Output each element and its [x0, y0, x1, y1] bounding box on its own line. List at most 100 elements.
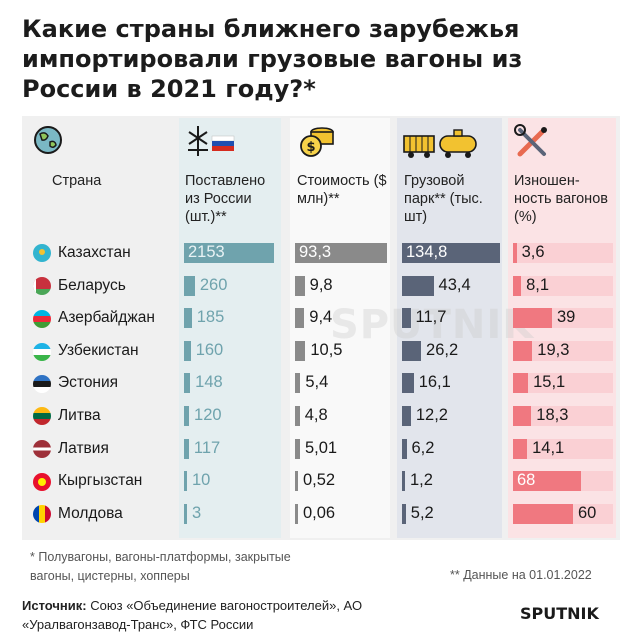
- supplied-bar: [184, 406, 190, 426]
- supplied-bar: [184, 275, 195, 296]
- cost-value: 0,52: [303, 471, 336, 490]
- cost-value: 9,8: [309, 275, 333, 294]
- cost-bar: [295, 373, 301, 394]
- page-title: Какие страны ближнего зарубежья импортир…: [22, 15, 523, 103]
- cost-bar: [295, 340, 306, 361]
- supplied-value: 185: [196, 308, 225, 327]
- coins-icon: $: [300, 127, 334, 157]
- wear-value: 19,3: [537, 340, 570, 359]
- wear-bar: [513, 503, 573, 524]
- supplied-value: 2153: [188, 243, 225, 261]
- fleet-column-bg: [397, 118, 502, 538]
- source: Источник: Союз «Объединение вагоностроит…: [22, 596, 422, 634]
- supplied-value: 10: [192, 471, 211, 490]
- fleet-value: 134,8: [406, 243, 448, 261]
- cost-value: 5,4: [305, 373, 329, 392]
- supplied-bar: [184, 503, 187, 524]
- train-wagons-icon: [403, 129, 477, 158]
- kazakhstan-flag-icon: [33, 244, 51, 262]
- supplied-bar: [184, 438, 189, 459]
- wear-value: 14,1: [532, 438, 565, 457]
- supplied-value: 120: [194, 406, 222, 424]
- moldova-flag-icon: [33, 505, 51, 523]
- supplied-value: 260: [199, 275, 228, 294]
- column-header-wear: Изношен- ность вагонов (%): [514, 173, 608, 225]
- cost-value: 9,4: [309, 308, 333, 327]
- column-header-fleet: Грузовой парк** (тыс. шт): [404, 173, 483, 225]
- country-name: Казахстан: [58, 244, 131, 261]
- wear-bar-track: [513, 438, 613, 459]
- footnote-data-date: ** Данные на 01.01.2022: [450, 568, 592, 582]
- wear-bar-track: [513, 243, 613, 263]
- cost-value: 5,01: [304, 438, 338, 457]
- svg-text:$: $: [306, 140, 315, 155]
- country-name: Латвия: [58, 439, 109, 457]
- uzbekistan-flag-icon: [33, 343, 51, 361]
- column-header-country: Страна: [52, 173, 102, 189]
- kyrgyzstan-flag-icon: [33, 473, 51, 491]
- fleet-bar: [402, 308, 411, 329]
- wear-value: 15,1: [533, 373, 566, 392]
- fleet-bar: [402, 471, 405, 492]
- country-name: Литва: [58, 407, 101, 424]
- fleet-bar: [402, 373, 414, 394]
- country-name: Молдова: [58, 504, 123, 522]
- lithuania-flag-icon: [33, 407, 51, 425]
- cost-bar: [295, 243, 387, 263]
- railway-flag-icon: [188, 126, 235, 156]
- fleet-value: 26,2: [426, 340, 459, 359]
- fleet-value: 43,4: [438, 275, 471, 294]
- cost-bar: [295, 503, 298, 524]
- watermark: SPUTNIK: [330, 302, 535, 348]
- fleet-bar: [402, 275, 434, 296]
- fleet-value: 16,1: [418, 373, 451, 392]
- supplied-bar: [184, 471, 187, 492]
- supplied-bar: [184, 243, 274, 263]
- wear-bar: [513, 308, 552, 329]
- cost-bar: [295, 406, 300, 426]
- wear-value: 3,6: [521, 243, 545, 261]
- tools-icon: [514, 124, 547, 157]
- wear-bar-track: [513, 373, 613, 394]
- country-name: Беларусь: [58, 276, 126, 294]
- wear-bar: [513, 438, 528, 459]
- wear-value: 39: [557, 308, 576, 327]
- supplied-value: 3: [192, 503, 202, 522]
- fleet-value: 1,2: [410, 471, 433, 490]
- fleet-bar: [402, 340, 422, 361]
- wear-bar: [513, 373, 529, 394]
- wear-value: 68: [517, 471, 536, 490]
- wear-bar: [513, 340, 533, 361]
- cost-column-bg: [290, 118, 390, 538]
- supplied-bar: [184, 308, 192, 329]
- cost-value: 0,06: [303, 503, 336, 522]
- fleet-bar: [402, 503, 406, 524]
- fleet-bar: [402, 243, 500, 263]
- column-header-cost: Стоимость ($ млн)**: [297, 173, 387, 207]
- cost-bar: [295, 275, 305, 296]
- footnote-wagon-types: * Полувагоны, вагоны-платформы, закрытые…: [30, 550, 291, 583]
- wear-bar: [513, 275, 522, 296]
- cost-bar: [295, 438, 300, 459]
- cost-value: 4,8: [304, 406, 328, 424]
- fleet-bar: [402, 438, 407, 459]
- country-name: Эстония: [58, 374, 119, 392]
- fleet-value: 12,2: [415, 406, 448, 424]
- supplied-column-bg: [179, 118, 281, 538]
- globe-icon: [34, 126, 62, 154]
- supplied-bar: [184, 373, 191, 394]
- belarus-flag-icon: [33, 277, 51, 295]
- wear-bar: [513, 243, 517, 263]
- wear-value: 18,3: [536, 406, 569, 424]
- source-text: Союз «Объединение вагоностроителей», АО …: [22, 598, 363, 632]
- wear-bar-track: [513, 406, 613, 426]
- fleet-value: 6,2: [411, 438, 435, 457]
- supplied-value: 148: [195, 373, 223, 392]
- country-name: Узбекистан: [58, 341, 139, 359]
- wear-bar-track: [513, 340, 613, 361]
- cost-bar: [295, 308, 305, 329]
- country-name: Азербайджан: [58, 309, 155, 327]
- latvia-flag-icon: [33, 440, 51, 458]
- fleet-value: 5,2: [410, 503, 434, 522]
- source-label: Источник:: [22, 598, 87, 613]
